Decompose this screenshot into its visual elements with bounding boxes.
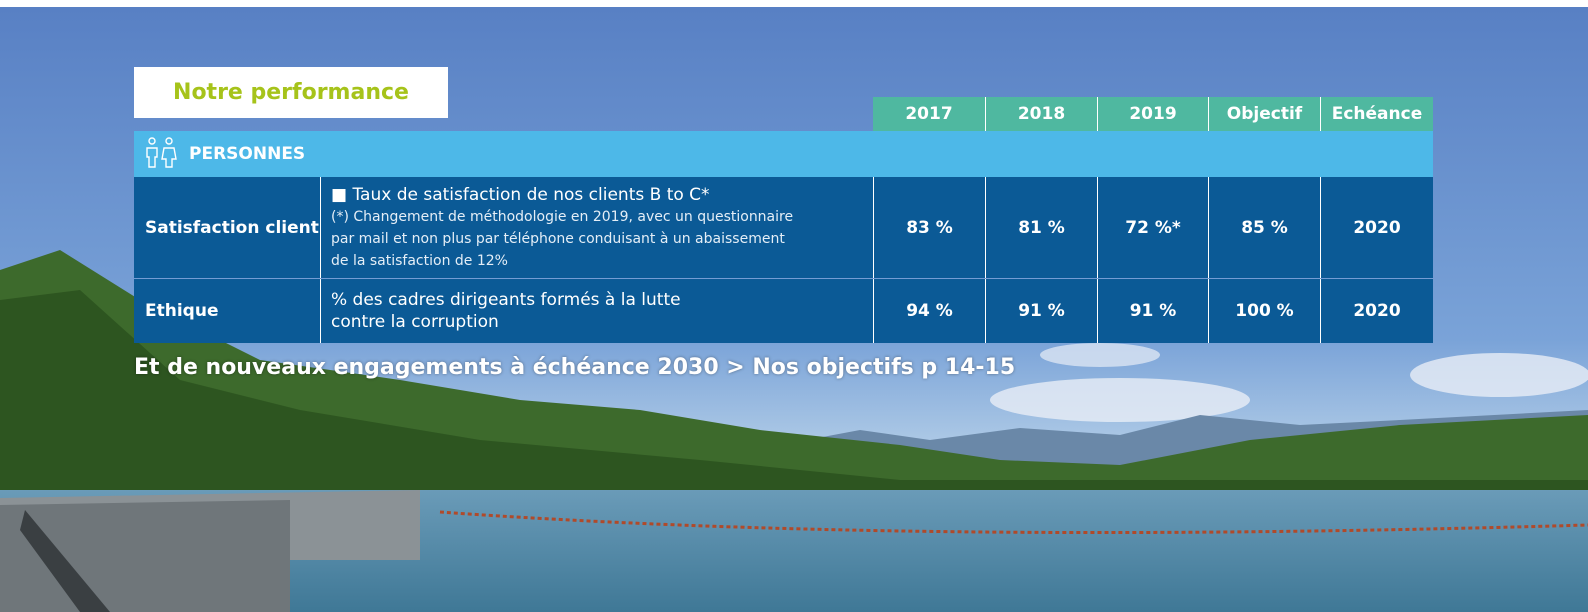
indicator: ■ Taux de satisfaction de nos clients B … (331, 184, 710, 206)
value-cell: 2020 (1320, 177, 1433, 278)
column-header: 2017 (873, 97, 985, 131)
people-icon (143, 136, 179, 170)
column-header: 2019 (1097, 97, 1208, 131)
indicator: % des cadres dirigeants formés à la lutt… (331, 289, 681, 333)
value-cell: 91 % (1097, 279, 1208, 343)
column-header: 2018 (985, 97, 1097, 131)
column-header: Echéance (1320, 97, 1433, 131)
page: {"header": {"title": "Notre performance"… (0, 0, 1588, 612)
section-row: PERSONNES (134, 131, 1433, 177)
row-label: Ethique (134, 279, 320, 343)
value-cell: 2020 (1320, 279, 1433, 343)
section-label: PERSONNES (189, 144, 305, 164)
indicator-cell: % des cadres dirigeants formés à la lutt… (320, 279, 873, 343)
section-title: Notre performance (134, 67, 448, 118)
body: Notre performance 2017 2018 2019 Objecti… (0, 0, 1588, 612)
indicator-cell: ■ Taux de satisfaction de nos clients B … (320, 177, 873, 278)
value-cell: 83 % (873, 177, 985, 278)
value-cell: 85 % (1208, 177, 1320, 278)
row-label: Satisfaction client (134, 177, 320, 278)
value-cell: 100 % (1208, 279, 1320, 343)
column-header: Objectif (1208, 97, 1320, 131)
footer-link: Et de nouveaux engagements à échéance 20… (134, 355, 1015, 380)
value-cell: 72 %* (1097, 177, 1208, 278)
indicator-note: (*) Changement de méthodologie en 2019, … (331, 206, 793, 272)
value-cell: 91 % (985, 279, 1097, 343)
value-cell: 81 % (985, 177, 1097, 278)
value-cell: 94 % (873, 279, 985, 343)
